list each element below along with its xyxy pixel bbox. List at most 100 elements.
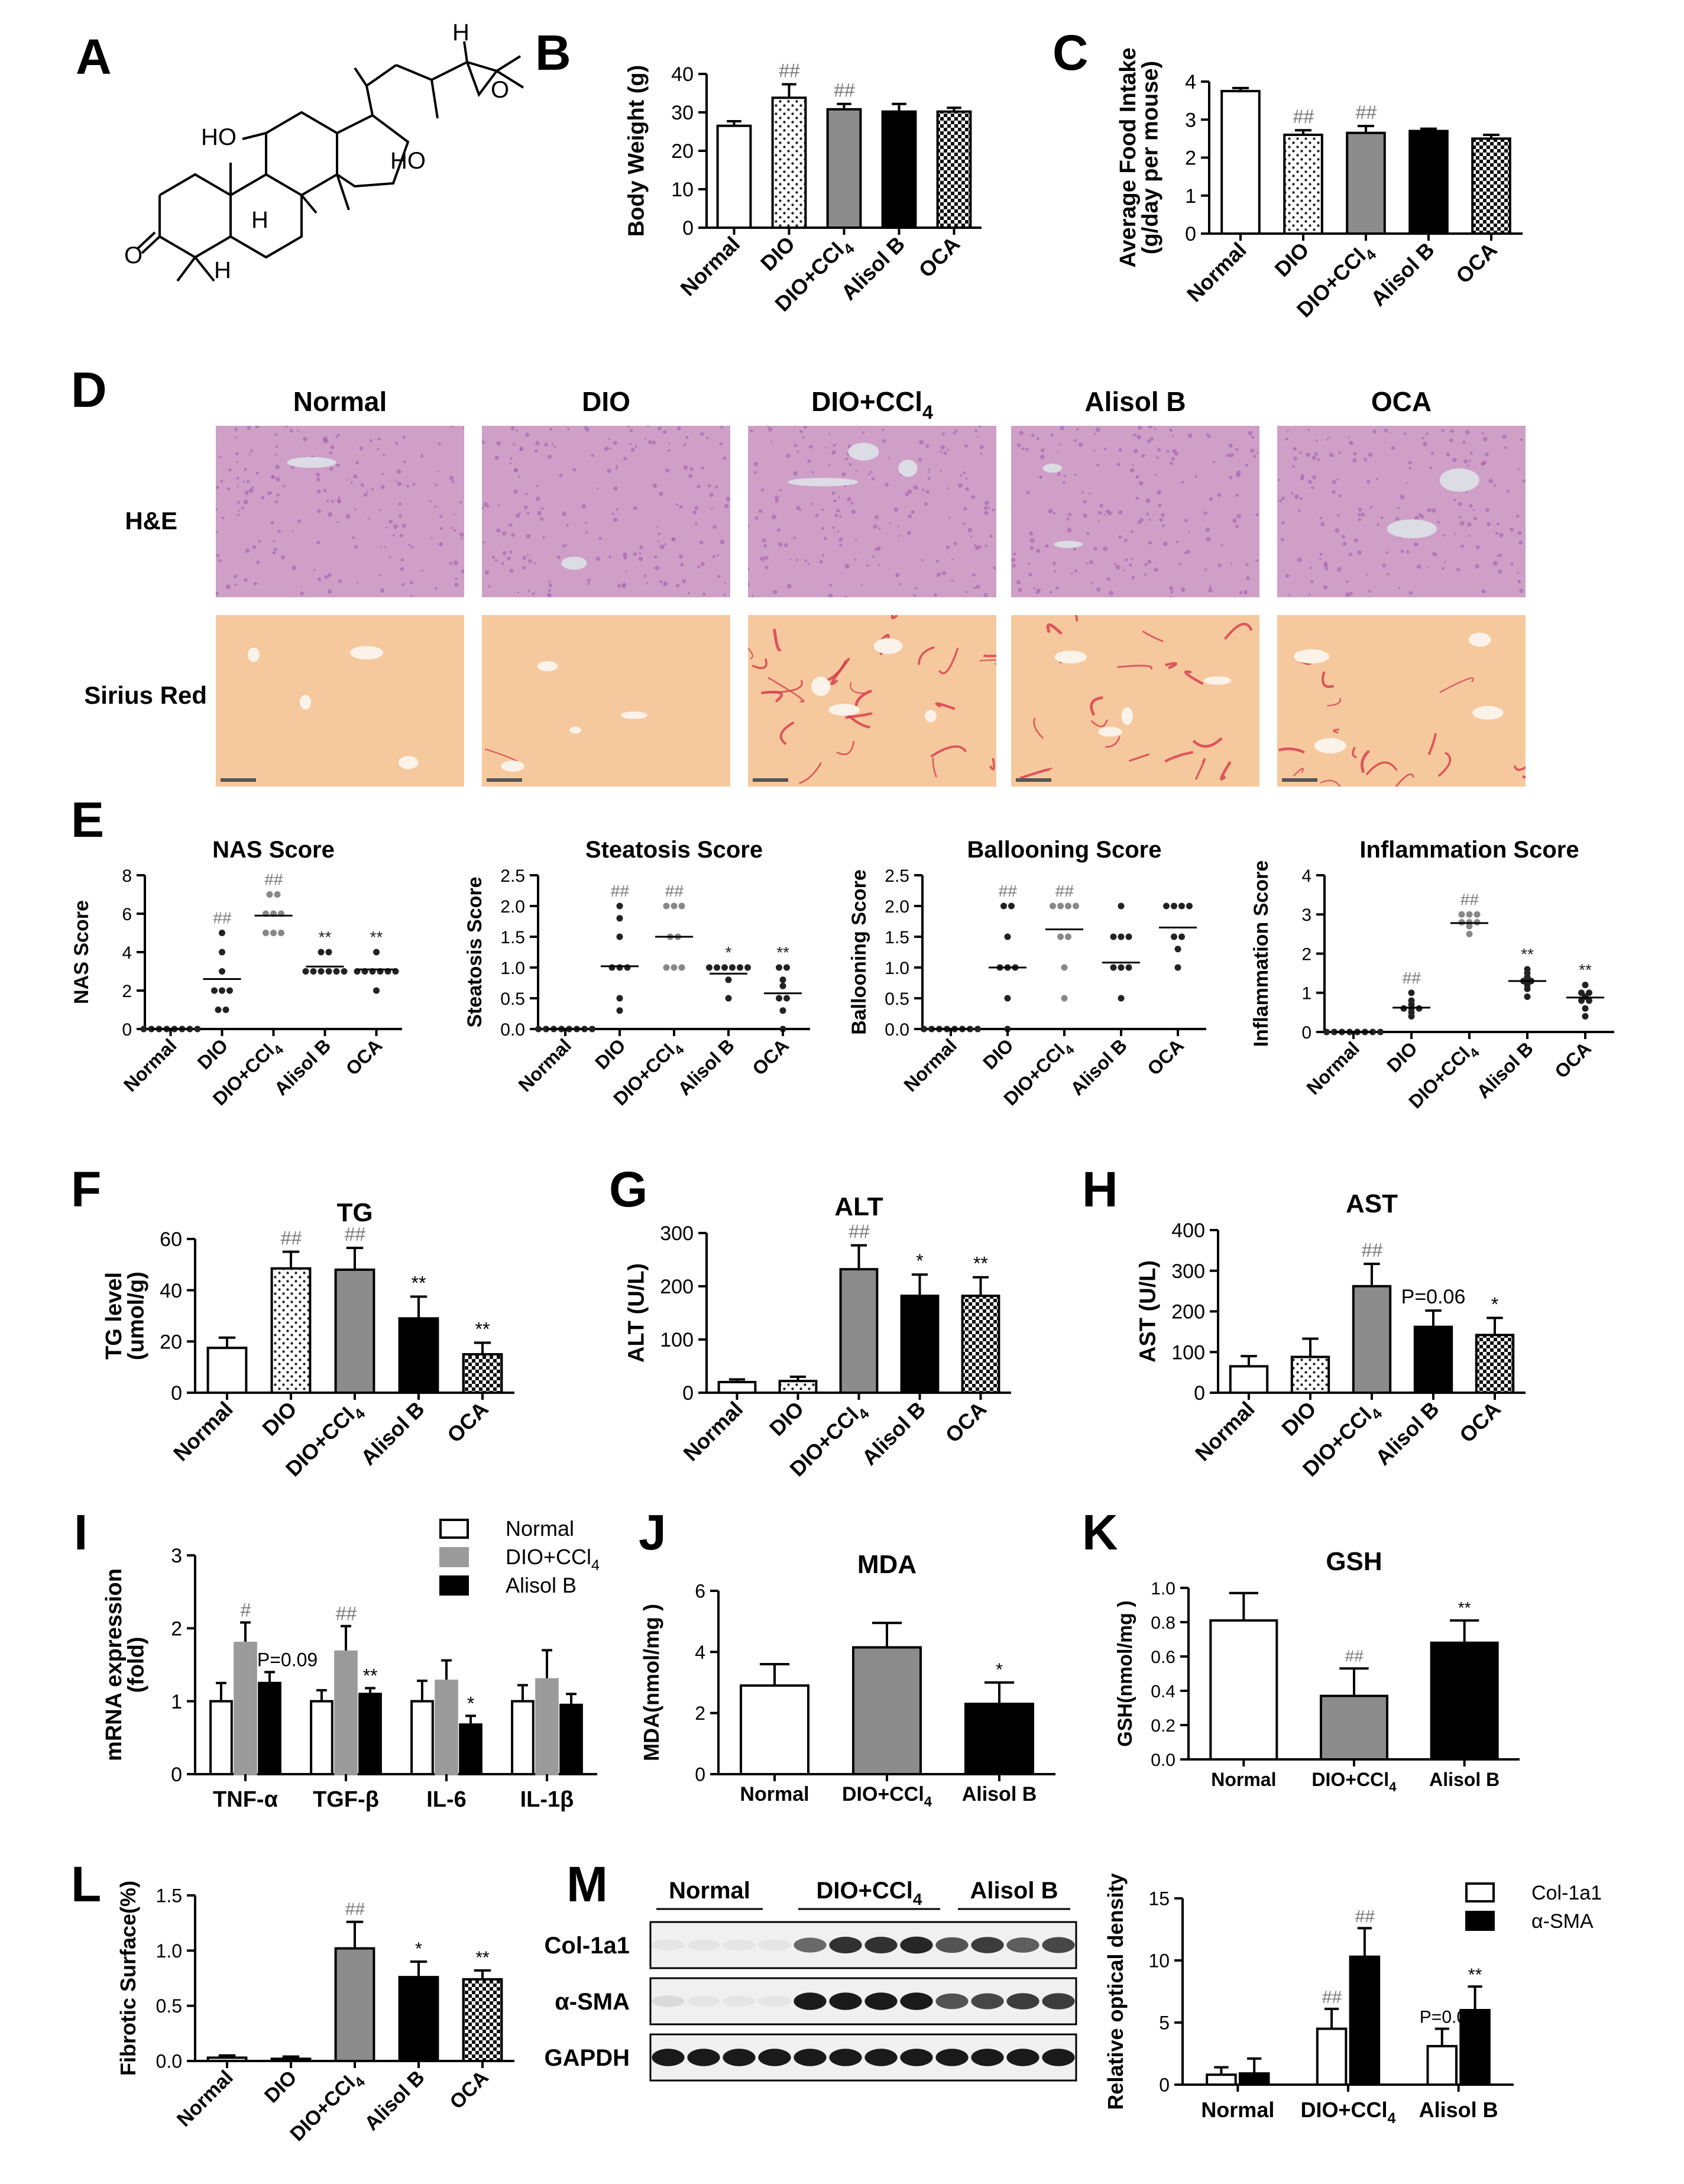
nucleus [585, 531, 588, 534]
legend-label: α-SMA [1531, 1910, 1594, 1933]
chart-f-y-tick-label: 40 [160, 1280, 182, 1302]
wb-band [687, 2049, 720, 2066]
nucleus [1485, 507, 1489, 512]
nucleus [1522, 479, 1526, 483]
nucleus [459, 532, 464, 537]
nucleus [1443, 533, 1446, 536]
collagen-fiber [930, 745, 967, 758]
nucleus [509, 523, 513, 528]
nucleus [706, 436, 709, 439]
nucleus [244, 578, 248, 582]
chart-e4-y-label: Inflammation Score [1250, 860, 1272, 1047]
nucleus [1469, 504, 1473, 508]
nucleus [985, 544, 987, 547]
nucleus [562, 544, 566, 548]
nucleus [1332, 480, 1336, 484]
x-tick-label: Alisol B [1419, 2098, 1498, 2122]
nucleus [838, 537, 843, 542]
nucleus [908, 514, 912, 519]
nucleus [1060, 426, 1064, 431]
chart-i-y-tick-label: 3 [171, 1545, 182, 1567]
nucleus [967, 528, 973, 533]
nucleus [1030, 538, 1035, 543]
data-point [333, 968, 340, 975]
nucleus [1256, 452, 1259, 454]
significance-label: * [726, 943, 732, 962]
significance-label: ## [345, 1900, 365, 1919]
x-tick-label: Normal [1201, 2098, 1274, 2122]
nucleus [1338, 451, 1341, 454]
nucleus [236, 476, 239, 480]
chart-k-y-tick-label: 1.0 [1151, 1579, 1175, 1599]
nucleus [598, 536, 602, 541]
nucleus [1293, 456, 1298, 461]
nucleus [889, 522, 891, 524]
chart-h-y-tick-label: 0 [1194, 1382, 1205, 1405]
nucleus [911, 510, 915, 514]
chart-c-y-tick-label: 4 [1185, 71, 1196, 93]
x-tick-label: Alisol B [1429, 1769, 1500, 1790]
nucleus [1317, 458, 1320, 461]
significance-label: ** [1458, 1599, 1471, 1617]
nucleus [970, 536, 973, 538]
nucleus [688, 474, 692, 478]
structure-label-o-2: O [491, 77, 509, 103]
nucleus [1404, 432, 1407, 435]
chart-i-y-label-unit: (fold) [124, 1637, 148, 1693]
nucleus [1209, 497, 1213, 501]
nucleus [331, 500, 334, 503]
nucleus [1097, 510, 1102, 515]
chart-b-y-tick-label: 10 [671, 179, 694, 201]
nucleus [453, 560, 458, 565]
data-point [616, 915, 623, 922]
nucleus [1425, 432, 1429, 435]
wb-protein-label: GAPDH [545, 2045, 630, 2071]
histology-row-label-sirius: Sirius Red [84, 681, 207, 709]
data-point [1178, 902, 1185, 910]
significance-label: ** [363, 1665, 378, 1686]
chart-f-y-label: TG level [102, 1272, 127, 1360]
nucleus [402, 523, 407, 528]
sirius-background [748, 615, 996, 787]
nucleus [1063, 474, 1066, 477]
nucleus [227, 487, 231, 491]
collagen-fiber [1352, 746, 1357, 759]
nucleus [518, 475, 521, 478]
nucleus [1336, 478, 1339, 481]
bar [410, 1700, 434, 1776]
vessel [620, 711, 647, 719]
nucleus [682, 579, 686, 584]
vessel [1468, 632, 1491, 647]
nucleus [844, 564, 850, 569]
nucleus [836, 509, 840, 513]
nucleus [680, 562, 684, 567]
nucleus [496, 441, 501, 446]
significance-label: ## [610, 882, 629, 900]
nucleus [616, 508, 618, 511]
nucleus [1287, 429, 1289, 432]
chart-g-y-tick-label: 200 [660, 1276, 694, 1298]
nucleus [1016, 580, 1021, 585]
data-point [1065, 902, 1071, 910]
sirius-background [1011, 615, 1259, 787]
nucleus [793, 536, 796, 539]
nucleus [844, 596, 847, 597]
he-image [216, 426, 464, 597]
nucleus [542, 507, 545, 510]
nucleus [1136, 435, 1141, 439]
nucleus [318, 577, 322, 581]
nucleus [1519, 588, 1524, 593]
scale-bar [221, 778, 256, 782]
nucleus [255, 471, 260, 475]
nucleus [1357, 513, 1361, 517]
data-point [729, 964, 736, 971]
nucleus [1170, 596, 1173, 597]
nucleus [1308, 480, 1312, 484]
histology-column-label: DIO [582, 386, 630, 417]
nucleus [1469, 460, 1471, 462]
nucleus [943, 451, 947, 455]
sirius-red-image [1011, 615, 1259, 787]
chart-h-x-tick-label: Normal [1190, 1397, 1259, 1466]
nucleus [1323, 585, 1328, 590]
nucleus [323, 488, 327, 493]
